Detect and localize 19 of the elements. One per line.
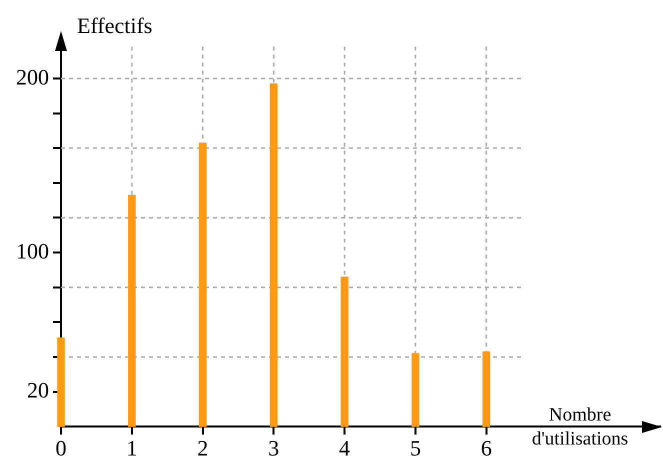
bar [340,276,348,427]
y-tick-label: 20 [27,378,49,403]
x-tick-label: 1 [126,436,138,461]
x-axis-title: Nombre d'utilisations [532,404,628,450]
bar [482,351,490,427]
y-tick-label: 200 [16,64,49,90]
y-axis-title: Effectifs [77,13,152,38]
bar [270,83,278,427]
bar [412,353,420,427]
bar [198,142,207,427]
x-tick-label: 5 [410,436,421,461]
x-tick-label: 2 [197,436,208,461]
bar [128,194,136,427]
bar [57,338,65,427]
x-tick-label: 3 [268,436,280,461]
x-tick-label: 0 [56,436,66,461]
x-tick-label: 6 [480,436,492,461]
y-tick-label: 100 [16,238,49,264]
x-tick-label: 4 [339,436,350,461]
